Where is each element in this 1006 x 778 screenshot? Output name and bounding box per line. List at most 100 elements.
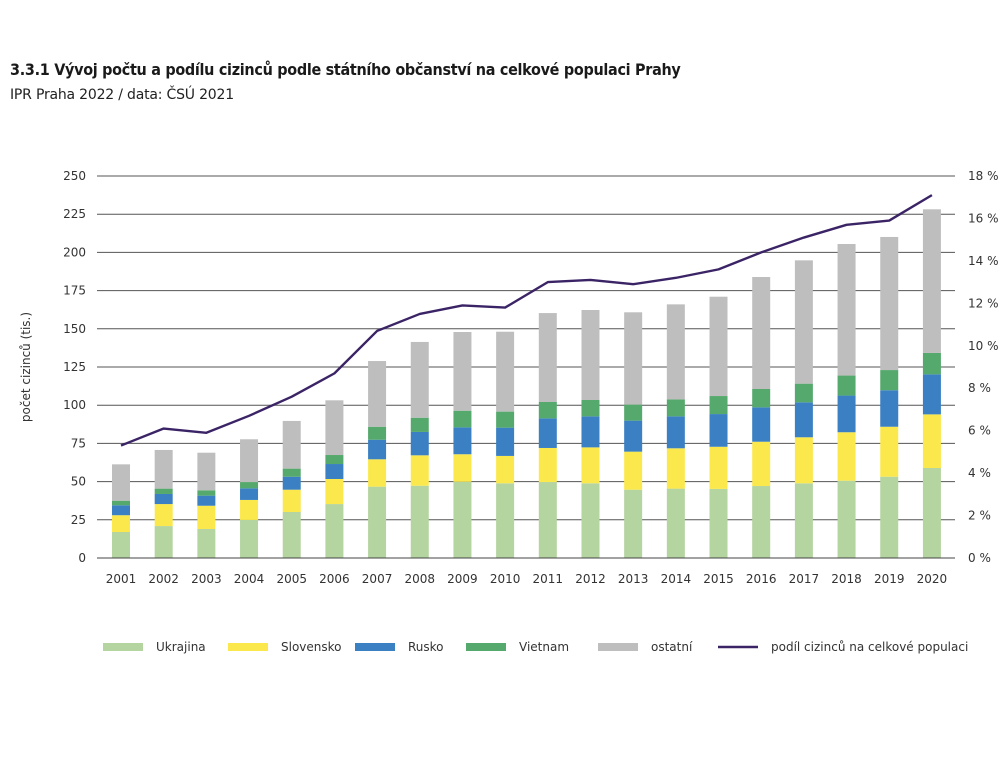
- bar-segment-ostatní: [325, 400, 344, 456]
- bar-segment-ostatní: [752, 277, 771, 390]
- bar-segment-ukrajina: [453, 481, 472, 558]
- y2-axis-ticks: 0 % 2 % 4 % 6 % 8 % 10 % 12 % 14 % 16 % 18 %: [968, 169, 999, 565]
- legend-swatch: [598, 643, 638, 651]
- bar-segment-ukrajina: [112, 532, 130, 558]
- legend-label: Slovensko: [281, 640, 342, 654]
- bar-segment-vietnam: [368, 426, 387, 440]
- x-tick-label: 2003: [191, 572, 222, 586]
- bar-segment-slovensko: [282, 489, 301, 513]
- bar-segment-ostatní: [112, 464, 130, 501]
- y-tick-label: 0: [78, 551, 86, 565]
- bar-segment-slovensko: [624, 451, 643, 490]
- bar-segment-ostatní: [240, 439, 259, 483]
- bar-segment-rusko: [325, 464, 344, 480]
- legend-label: podíl cizinců na celkové populaci: [771, 640, 968, 654]
- bar-segment-rusko: [624, 420, 643, 452]
- bar-segment-rusko: [496, 427, 515, 456]
- legend-item-ostatní: ostatní: [598, 640, 693, 654]
- bar-stack-2020: [922, 209, 941, 558]
- bar-segment-vietnam: [922, 352, 941, 375]
- bar-segment-ukrajina: [496, 483, 515, 558]
- bar-segment-vietnam: [410, 417, 429, 432]
- y2-tick-label: 10 %: [968, 339, 999, 353]
- bar-segment-ukrajina: [880, 476, 899, 558]
- x-tick-label: 2020: [917, 572, 948, 586]
- bar-segment-slovensko: [709, 446, 728, 489]
- bar-segment-ostatní: [197, 452, 216, 491]
- bar-segment-rusko: [837, 395, 856, 433]
- bar-segment-slovensko: [837, 432, 856, 481]
- x-tick-label: 2010: [490, 572, 521, 586]
- bar-stack-2003: [197, 452, 216, 558]
- bar-stack-2016: [752, 277, 771, 558]
- bar-segment-ostatní: [453, 332, 472, 411]
- bar-segment-slovensko: [197, 505, 216, 529]
- bar-segment-rusko: [112, 505, 130, 516]
- bar-segment-ukrajina: [709, 488, 728, 558]
- bar-segment-slovensko: [581, 447, 600, 484]
- bar-stack-2002: [154, 449, 173, 558]
- bar-segment-ukrajina: [410, 485, 429, 558]
- bar-segment-slovensko: [538, 447, 557, 483]
- bar-segment-ukrajina: [282, 512, 301, 558]
- y-axis-label: počet cizinců (tis.): [19, 312, 33, 422]
- bar-segment-rusko: [240, 488, 259, 500]
- bar-segment-vietnam: [624, 404, 643, 421]
- bar-stack-2009: [453, 332, 472, 558]
- bar-segment-ostatní: [496, 331, 515, 412]
- gridlines: [97, 175, 955, 559]
- x-tick-label: 2011: [533, 572, 564, 586]
- y2-tick-label: 6 %: [968, 424, 991, 438]
- bar-stack-2015: [709, 296, 728, 558]
- y-tick-label: 125: [63, 360, 86, 374]
- legend-item-podíl: podíl cizinců na celkové populaci: [718, 640, 968, 654]
- legend-item-vietnam: Vietnam: [466, 640, 569, 654]
- bar-segment-vietnam: [197, 490, 216, 496]
- bar-segment-ukrajina: [325, 504, 344, 558]
- bar-segment-ostatní: [880, 236, 899, 371]
- legend-label: Vietnam: [519, 640, 569, 654]
- bar-segment-vietnam: [112, 500, 130, 506]
- bar-segment-rusko: [922, 374, 941, 415]
- y2-tick-label: 8 %: [968, 381, 991, 395]
- bar-segment-vietnam: [837, 375, 856, 396]
- bar-segment-slovensko: [410, 455, 429, 486]
- x-tick-label: 2015: [703, 572, 734, 586]
- x-tick-label: 2006: [319, 572, 350, 586]
- bar-stack-2018: [837, 243, 856, 558]
- x-tick-label: 2008: [404, 572, 435, 586]
- bar-segment-ostatní: [154, 449, 173, 489]
- bar-segment-rusko: [794, 402, 813, 438]
- y-tick-label: 25: [71, 513, 86, 527]
- bar-segment-vietnam: [453, 410, 472, 428]
- share-line: [120, 194, 933, 447]
- y-tick-label: 200: [63, 245, 86, 259]
- legend-item-slovensko: Slovensko: [228, 640, 342, 654]
- bar-segment-ostatní: [922, 209, 941, 353]
- bar-segment-vietnam: [538, 401, 557, 419]
- legend-swatch: [228, 643, 268, 651]
- bar-stack-2010: [496, 331, 515, 558]
- bar-segment-ukrajina: [752, 486, 771, 558]
- bar-segment-vietnam: [752, 389, 771, 408]
- legend: Ukrajina Slovensko Rusko Vietnam ostatní podí…: [103, 640, 968, 654]
- bar-segment-ostatní: [282, 420, 301, 469]
- x-tick-label: 2007: [362, 572, 393, 586]
- bar-segment-rusko: [752, 407, 771, 442]
- bar-stack-2012: [581, 310, 600, 558]
- bar-segment-ukrajina: [666, 488, 685, 558]
- bar-segment-ukrajina: [581, 483, 600, 558]
- stacked-bars: [97, 209, 955, 559]
- bar-segment-vietnam: [240, 482, 259, 489]
- bar-segment-vietnam: [794, 383, 813, 403]
- legend-label: Ukrajina: [156, 640, 206, 654]
- bar-segment-ukrajina: [837, 480, 856, 558]
- bar-segment-vietnam: [282, 468, 301, 477]
- x-tick-label: 2018: [831, 572, 862, 586]
- bar-segment-slovensko: [325, 479, 344, 505]
- bar-segment-vietnam: [581, 400, 600, 417]
- bar-segment-ukrajina: [624, 489, 643, 558]
- bar-segment-slovensko: [794, 437, 813, 484]
- bar-segment-slovensko: [922, 414, 941, 469]
- y2-tick-label: 12 %: [968, 296, 999, 310]
